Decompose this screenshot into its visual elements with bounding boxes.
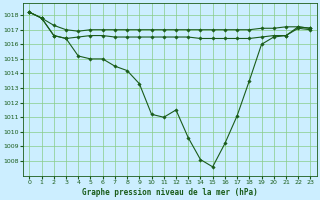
X-axis label: Graphe pression niveau de la mer (hPa): Graphe pression niveau de la mer (hPa) (82, 188, 258, 197)
